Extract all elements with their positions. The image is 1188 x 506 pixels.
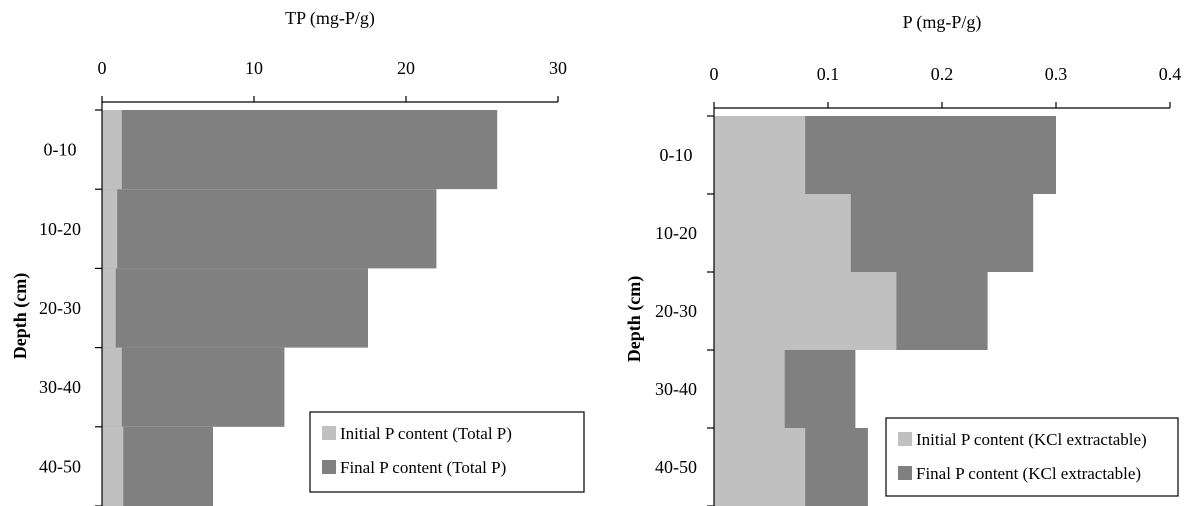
legend-swatch (322, 426, 336, 440)
depth-category-label: 30-40 (39, 377, 81, 397)
initial-p-bar-30-40 (714, 350, 785, 428)
legend-box (885, 417, 1179, 497)
final-p-bar-0-10 (102, 110, 498, 190)
initial-p-bar-40-50 (714, 428, 806, 506)
initial-p-bar-40-50 (102, 426, 124, 506)
legend-box (309, 411, 585, 493)
depth-category-label: 30-40 (655, 379, 697, 399)
x-tick-label: 0.2 (931, 64, 954, 84)
legend-swatch (898, 466, 912, 480)
x-tick-label: 0.4 (1159, 64, 1182, 84)
initial-p-bar-10-20 (714, 194, 851, 272)
depth-category-label: 0-10 (44, 140, 77, 160)
depth-category-label: 10-20 (655, 223, 697, 243)
depth-category-label: 40-50 (655, 457, 697, 477)
final-p-bar-20-30 (102, 268, 368, 348)
x-tick-label: 30 (549, 58, 567, 78)
chart-panel-kcl-extractable-p: 0 0.1 0.2 0.3 0.4 0-10 10-20 20-30 30-40 40-50 P (… (624, 12, 1181, 506)
initial-p-bar-10-20 (102, 189, 118, 269)
x-axis-title: P (mg-P/g) (903, 12, 982, 33)
x-tick-label: 0.1 (817, 64, 840, 84)
legend-swatch (322, 460, 336, 474)
y-axis-title: Depth (cm) (624, 276, 645, 362)
x-tick-label: 20 (397, 58, 415, 78)
x-tick-label: 10 (245, 58, 263, 78)
final-p-bar-30-40 (102, 347, 285, 427)
final-p-bar-10-20 (102, 189, 437, 269)
depth-category-label: 0-10 (660, 145, 693, 165)
initial-p-bar-0-10 (714, 116, 806, 194)
initial-p-bar-20-30 (714, 272, 897, 350)
x-tick-label: 0.3 (1045, 64, 1068, 84)
y-axis-title: Depth (cm) (10, 273, 31, 359)
depth-category-label: 20-30 (655, 301, 697, 321)
depth-category-label: 10-20 (39, 219, 81, 239)
legend-swatch (898, 432, 912, 446)
initial-p-bar-20-30 (102, 268, 116, 348)
depth-category-label: 20-30 (39, 298, 81, 318)
x-tick-label: 0 (710, 64, 719, 84)
legend-label: Final P content (Total P) (340, 458, 506, 477)
x-axis-title: TP (mg-P/g) (285, 8, 375, 29)
initial-p-bar-0-10 (102, 110, 122, 190)
x-tick-label: 0 (98, 58, 107, 78)
chart-panel-total-p: 0 10 20 30 0-10 10-20 20-30 30-40 40-50 TP (mg-P/… (10, 8, 585, 506)
depth-category-label: 40-50 (39, 456, 81, 476)
legend-label: Initial P content (KCl extractable) (916, 430, 1147, 449)
legend-label: Initial P content (Total P) (340, 424, 512, 443)
initial-p-bar-30-40 (102, 347, 122, 427)
legend-label: Final P content (KCl extractable) (916, 464, 1141, 483)
